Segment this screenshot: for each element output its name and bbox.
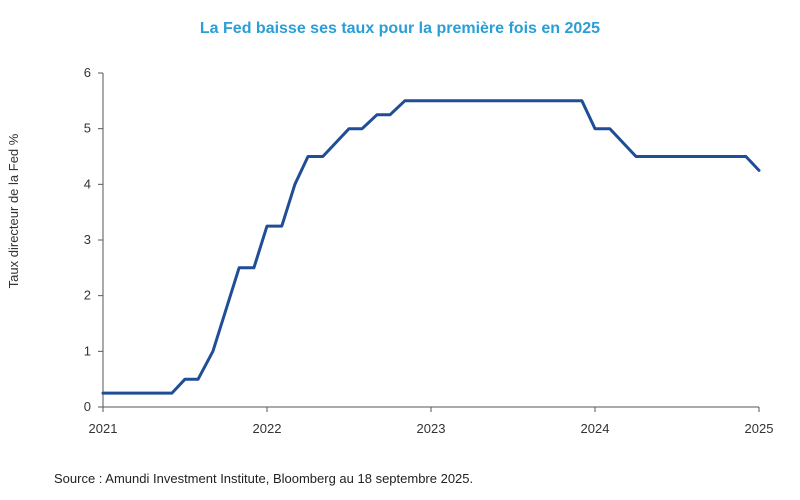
x-axis: 2021 2022 2023 2024 2025	[89, 406, 774, 436]
x-tick-label: 2025	[745, 421, 774, 436]
y-tick-label: 2	[84, 288, 91, 303]
fed-rate-line	[101, 99, 761, 395]
x-tick-label: 2021	[89, 421, 118, 436]
x-tick-label: 2022	[253, 421, 282, 436]
chart-title: La Fed baisse ses taux pour la première …	[199, 20, 601, 37]
y-tick-label: 0	[84, 399, 91, 414]
series-layer	[101, 99, 761, 395]
y-axis: 0 1 2 3 4 5 6	[84, 65, 104, 414]
y-tick-label: 1	[84, 343, 91, 358]
y-tick-label: 5	[84, 121, 91, 136]
y-tick-label: 6	[84, 65, 91, 80]
y-tick-label: 4	[84, 176, 91, 191]
y-axis-title: Taux directeur de la Fed %	[6, 133, 21, 288]
x-tick-label: 2024	[581, 421, 610, 436]
x-tick-label: 2023	[417, 421, 446, 436]
y-tick-label: 3	[84, 232, 91, 247]
source-note: Source : Amundi Investment Institute, Bl…	[54, 471, 474, 486]
